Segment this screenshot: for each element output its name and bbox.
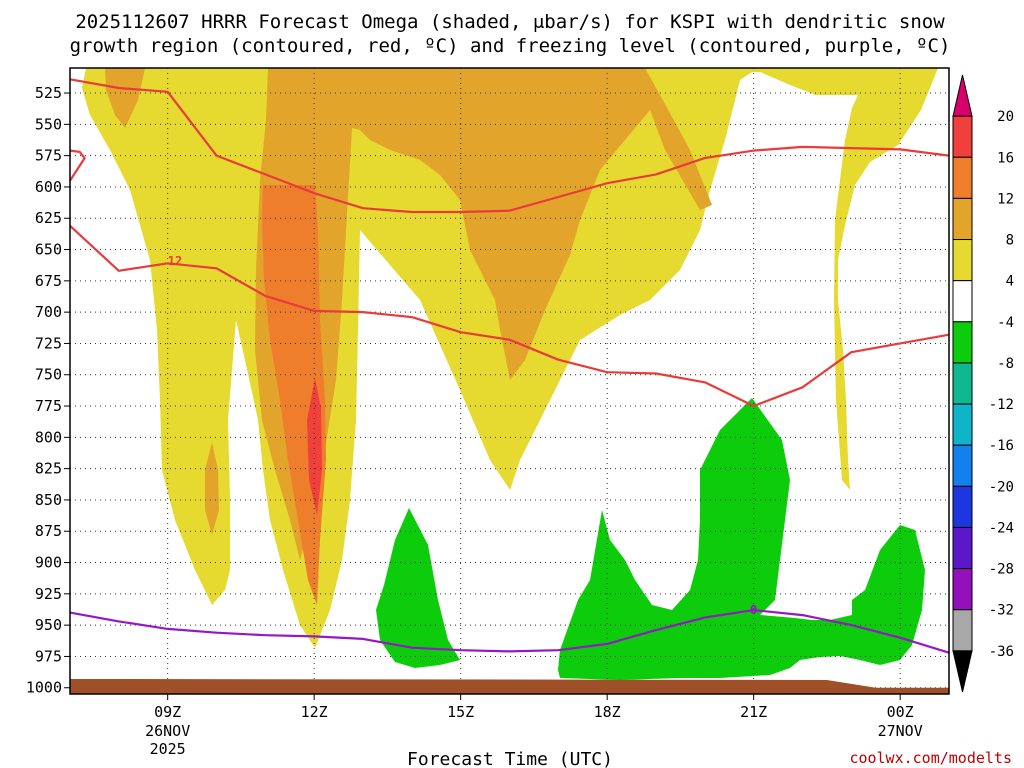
- contour-labels: 12 0: [168, 254, 758, 617]
- y-tick-label: 925: [35, 585, 62, 603]
- colorbar-swatch: [952, 362, 973, 405]
- x-tick-year: 2025: [150, 740, 186, 758]
- colorbar-label: -8: [997, 356, 1014, 372]
- omega-region-minus4-right: [558, 398, 925, 680]
- colorbar-max-triangle: [952, 74, 973, 117]
- chart-title-line-1: 2025112607 HRRR Forecast Omega (shaded, …: [75, 11, 945, 33]
- contour-dgz_-12C_upper: [69, 78, 950, 214]
- y-tick-label: 650: [35, 241, 62, 259]
- y-tick-label: 625: [35, 209, 62, 227]
- colorbar-swatch: [952, 115, 973, 158]
- colorbar-swatch: [952, 197, 973, 241]
- colorbar-swatch: [952, 609, 973, 652]
- credit-text: coolwx.com/modelts: [849, 749, 1012, 767]
- colorbar-min-triangle: [952, 650, 973, 693]
- x-tick-date: 26NOV: [145, 722, 190, 740]
- y-axis: 525 550 575 600 625 650 675 700 725 750 775 800 825 8…: [26, 84, 70, 697]
- contour-freezing_level_0C: [69, 609, 950, 654]
- y-tick-label: 900: [35, 554, 62, 572]
- colorbar-label: -12: [989, 397, 1014, 413]
- y-tick-label: 875: [35, 522, 62, 540]
- colorbar-swatch: [952, 526, 973, 570]
- colorbar-label: 20: [997, 109, 1014, 125]
- colorbar-label: -4: [997, 315, 1014, 331]
- y-tick-label: 825: [35, 460, 62, 478]
- colorbar-label: -16: [989, 438, 1014, 454]
- y-tick-label: 525: [35, 84, 62, 102]
- colorbar-label: 8: [1006, 233, 1014, 249]
- y-tick-label: 950: [35, 616, 62, 634]
- x-tick-date: 27NOV: [878, 722, 923, 740]
- colorbar-label: -24: [989, 520, 1014, 536]
- y-tick-label: 575: [35, 147, 62, 165]
- colorbar-label: 16: [997, 150, 1014, 166]
- y-tick-label: 850: [35, 491, 62, 509]
- colorbar-swatch: [952, 321, 973, 364]
- colorbar-swatch: [952, 280, 973, 323]
- colorbar-swatch: [952, 485, 973, 528]
- y-tick-label: 700: [35, 303, 62, 321]
- colorbar: 20 16 12 8 4 -4 -8 -12 -16 -20 -24 -28 -32 -36: [952, 74, 1014, 693]
- omega-region-minus4-left: [376, 508, 460, 668]
- colorbar-swatch: [952, 403, 973, 446]
- omega-shading: [82, 68, 938, 680]
- x-axis-title: Forecast Time (UTC): [407, 749, 613, 768]
- colorbar-swatch: [952, 444, 973, 487]
- x-tick-label: 12Z: [301, 703, 328, 721]
- x-tick-label: 21Z: [740, 703, 767, 721]
- ground-surface: [70, 678, 949, 694]
- y-tick-label: 750: [35, 366, 62, 384]
- colorbar-label: -32: [989, 603, 1014, 619]
- contour-label: 0: [750, 603, 757, 617]
- y-tick-label: 975: [35, 647, 62, 665]
- x-tick-label: 18Z: [594, 703, 621, 721]
- omega-region-16-to-20: [307, 378, 322, 515]
- colorbar-label: 4: [1006, 274, 1014, 290]
- y-tick-label: 675: [35, 272, 62, 290]
- contour-dgz_-18C_lower: [69, 224, 950, 408]
- omega-region-8-to-12-left: [105, 68, 145, 128]
- colorbar-label: -28: [989, 562, 1014, 578]
- y-tick-label: 775: [35, 397, 62, 415]
- y-tick-label: 800: [35, 428, 62, 446]
- y-tick-label: 725: [35, 334, 62, 352]
- x-tick-label: 00Z: [887, 703, 914, 721]
- colorbar-label: -36: [989, 644, 1014, 660]
- x-tick-label: 15Z: [447, 703, 474, 721]
- y-tick-label: 550: [35, 115, 62, 133]
- colorbar-swatch: [952, 568, 973, 611]
- x-tick-label: 09Z: [154, 703, 181, 721]
- contour-dgz_small_closed: [69, 149, 86, 182]
- omega-region-8-to-12-small: [205, 442, 219, 535]
- contour-lines: [69, 78, 950, 654]
- y-tick-label: 600: [35, 178, 62, 196]
- chart-title-line-2: growth region (contoured, red, ºC) and f…: [70, 35, 951, 57]
- contour-label: 12: [168, 254, 182, 268]
- y-tick-label: 1000: [26, 679, 62, 697]
- colorbar-swatch: [952, 239, 973, 282]
- colorbar-swatch: [952, 156, 973, 199]
- colorbar-label: 12: [997, 191, 1014, 207]
- colorbar-label: -20: [989, 479, 1014, 495]
- plot-frame: [69, 67, 950, 695]
